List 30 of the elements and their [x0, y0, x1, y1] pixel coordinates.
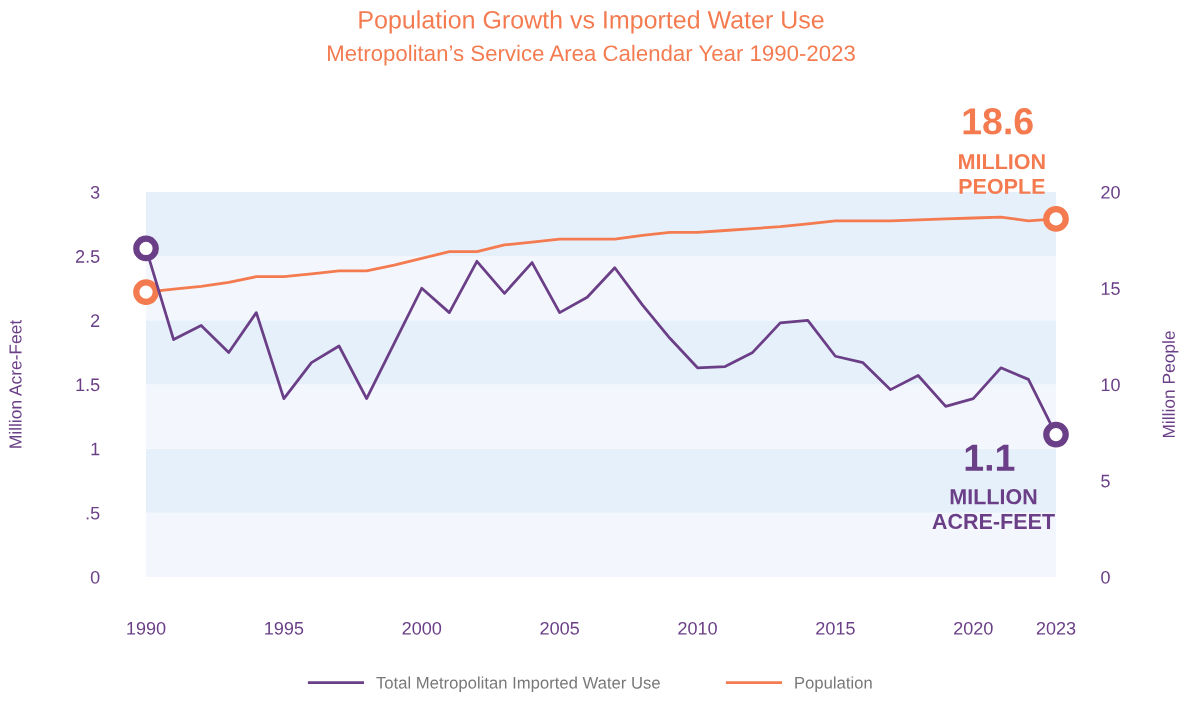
- y-tick-label: 2.5: [75, 250, 100, 263]
- x-tick-label: 2023: [1036, 621, 1076, 635]
- x-tick-label: 2010: [678, 621, 717, 635]
- y-tick-label: 2: [91, 314, 100, 327]
- annotation: MILLION ACRE-FEET: [932, 489, 1055, 530]
- x-tick-label: 2000: [402, 621, 442, 635]
- y-axis-title: Million Acre-Feet: [8, 319, 22, 448]
- legend-label: Total Metropolitan Imported Water Use: [376, 676, 660, 692]
- x-tick-label: 1990: [127, 621, 166, 635]
- y2-tick-label: 0: [1101, 570, 1110, 584]
- x-tick-label: 2015: [816, 621, 855, 635]
- annotation: 1.1: [965, 444, 1015, 471]
- annotation: MILLION PEOPLE: [959, 154, 1045, 195]
- y-tick-label: 1.5: [76, 378, 100, 392]
- y2-axis-title: Million People: [1162, 331, 1179, 438]
- y2-tick-label: 15: [1101, 282, 1120, 295]
- y-tick-label: 0: [90, 570, 100, 584]
- x-tick-label: 2005: [540, 621, 579, 635]
- y-tick-label: .5: [86, 506, 100, 520]
- y2-tick-label: 20: [1101, 185, 1120, 199]
- y-tick-label: 3: [90, 185, 100, 199]
- x-tick-label: 1995: [265, 621, 304, 635]
- chart-title: Population Growth vs Imported Water Use: [359, 10, 824, 34]
- y2-tick-label: 10: [1101, 378, 1120, 392]
- chart-subtitle: Metropolitan’s Service Area Calendar Year 1990-2023: [328, 44, 855, 66]
- x-tick-label: 2020: [954, 621, 993, 635]
- y-tick-label: 1: [91, 442, 100, 456]
- legend-label: Population: [795, 676, 872, 692]
- y2-tick-label: 5: [1101, 474, 1110, 488]
- text: 18.6: [963, 108, 1033, 135]
